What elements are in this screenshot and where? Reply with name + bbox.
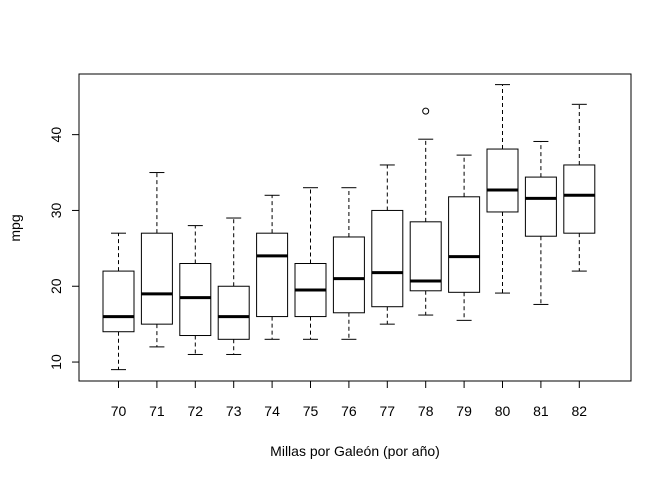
- iqr-box: [563, 164, 596, 234]
- iqr-box: [332, 236, 365, 314]
- iqr-box: [448, 196, 481, 293]
- x-axis-label: Millas por Galeón (por año): [270, 443, 440, 459]
- iqr-box: [256, 232, 289, 318]
- iqr-box: [524, 176, 557, 237]
- y-tick-label: 40: [48, 127, 64, 143]
- box-72: [179, 225, 212, 355]
- box-75: [294, 187, 327, 340]
- box-77: [371, 164, 404, 325]
- x-tick-label: 78: [418, 403, 434, 419]
- y-tick-label: 20: [48, 278, 64, 294]
- iqr-box: [217, 285, 250, 340]
- y-tick-label: 10: [48, 354, 64, 370]
- x-tick-label: 71: [149, 403, 165, 419]
- iqr-box: [140, 232, 173, 325]
- y-axis-label: mpg: [7, 214, 23, 241]
- box-78: [409, 107, 442, 316]
- box-73: [217, 217, 250, 355]
- box-76: [332, 187, 365, 340]
- box-81: [524, 140, 557, 305]
- x-tick-label: 73: [226, 403, 242, 419]
- y-tick-label: 30: [48, 202, 64, 218]
- x-tick-label: 81: [533, 403, 549, 419]
- box-71: [140, 172, 173, 348]
- iqr-box: [179, 263, 212, 337]
- outlier-point: [422, 107, 430, 115]
- box-82: [563, 103, 596, 272]
- x-tick-label: 80: [495, 403, 511, 419]
- x-tick-label: 79: [456, 403, 472, 419]
- box-74: [256, 194, 289, 340]
- iqr-box: [486, 148, 519, 213]
- iqr-box: [371, 209, 404, 308]
- x-tick-label: 74: [264, 403, 280, 419]
- y-axis: 10 20 30 40: [48, 127, 80, 370]
- box-79: [448, 154, 481, 321]
- x-axis: 70 71 72 73 74 75 76 77 78 79 80 81 82: [111, 380, 588, 419]
- boxes: [102, 84, 596, 371]
- x-tick-label: 82: [572, 403, 588, 419]
- iqr-box: [102, 270, 135, 333]
- iqr-box: [409, 221, 442, 292]
- x-tick-label: 77: [380, 403, 396, 419]
- box-70: [102, 232, 135, 371]
- x-tick-label: 72: [188, 403, 204, 419]
- x-tick-label: 70: [111, 403, 127, 419]
- box-80: [486, 84, 519, 294]
- x-tick-label: 75: [303, 403, 319, 419]
- x-tick-label: 76: [341, 403, 357, 419]
